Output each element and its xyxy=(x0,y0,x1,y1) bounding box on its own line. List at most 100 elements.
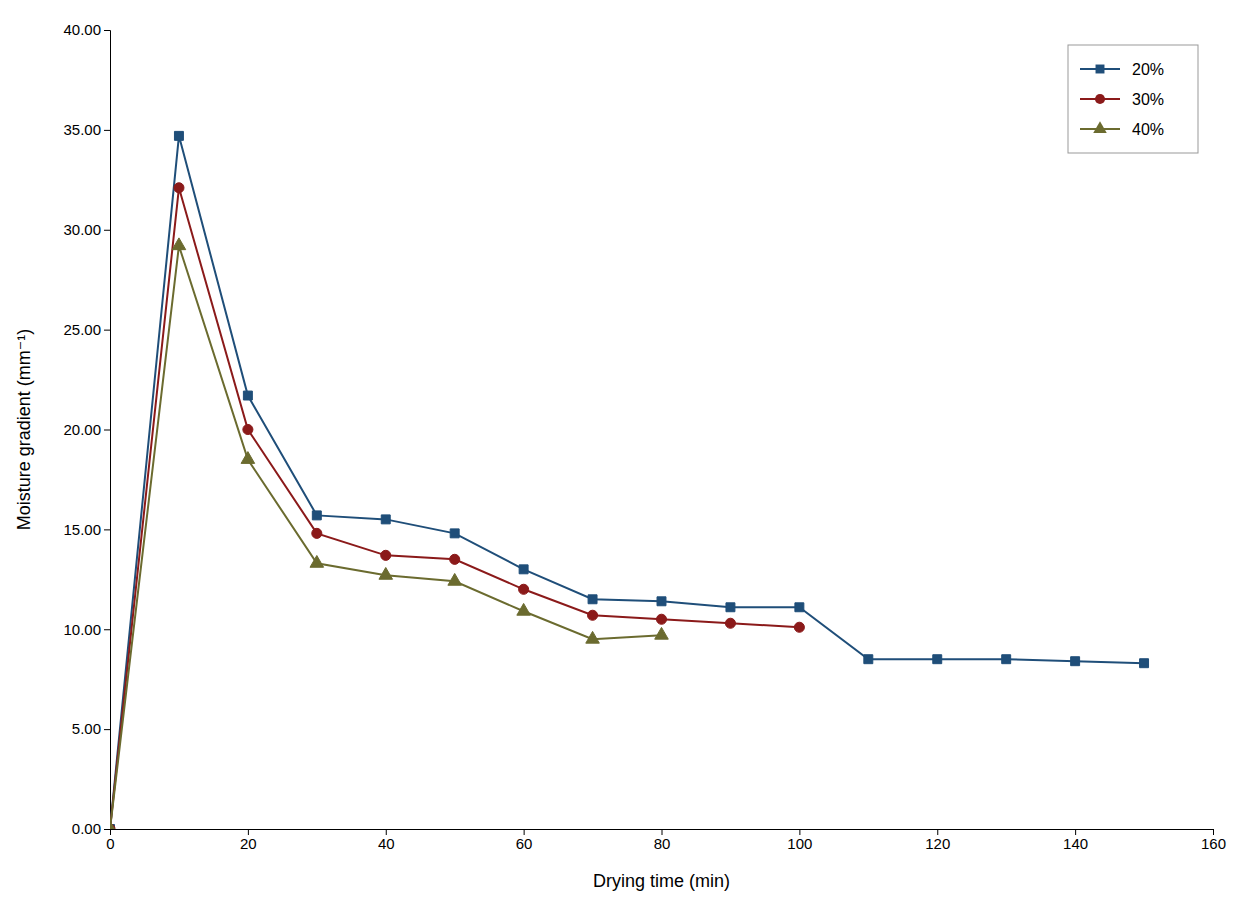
legend: 20% 30% 40% xyxy=(1068,45,1198,153)
series-line xyxy=(110,188,799,829)
marker xyxy=(243,424,253,434)
marker xyxy=(172,238,186,250)
marker xyxy=(1071,657,1080,666)
x-tick-label: 40 xyxy=(378,835,395,852)
legend-item: 30% xyxy=(1080,91,1164,108)
marker xyxy=(450,529,459,538)
y-tick-mark xyxy=(104,130,110,131)
x-tick: 160 xyxy=(1201,829,1226,852)
series xyxy=(110,183,804,829)
y-tick-label: 20.00 xyxy=(63,421,101,438)
marker xyxy=(588,610,598,620)
marker xyxy=(174,183,184,193)
y-tick: 0.00 xyxy=(72,820,110,837)
marker xyxy=(864,655,873,664)
marker xyxy=(933,655,942,664)
marker xyxy=(656,614,666,624)
y-tick-label: 15.00 xyxy=(63,521,101,538)
chart: 0 20 40 60 80 100 120 140 160 0.00 5.00 10.00 15.00 2… xyxy=(0,0,1253,909)
legend-symbol xyxy=(1096,65,1105,74)
y-tick-mark xyxy=(104,529,110,530)
y-tick-label: 0.00 xyxy=(72,820,101,837)
x-tick-label: 60 xyxy=(516,835,533,852)
marker xyxy=(381,550,391,560)
marker xyxy=(517,603,531,615)
marker xyxy=(450,554,460,564)
y-tick: 35.00 xyxy=(63,121,110,138)
y-tick-label: 10.00 xyxy=(63,621,101,638)
legend-symbol xyxy=(1095,94,1105,104)
y-tick: 15.00 xyxy=(63,521,110,538)
y-axis-line xyxy=(104,31,111,830)
marker xyxy=(312,511,321,520)
y-axis: 0.00 5.00 10.00 15.00 20.00 25.00 30.00 35.00 40… xyxy=(63,21,110,837)
marker xyxy=(588,595,597,604)
marker xyxy=(312,528,322,538)
marker xyxy=(241,452,255,464)
y-tick: 25.00 xyxy=(63,321,110,338)
marks xyxy=(110,131,1149,829)
marker xyxy=(310,555,324,567)
x-tick: 60 xyxy=(516,829,533,852)
legend-label: 20% xyxy=(1132,61,1164,78)
series xyxy=(110,131,1149,829)
x-tick-label: 20 xyxy=(240,835,257,852)
series-line xyxy=(110,136,1144,829)
x-tick-label: 0 xyxy=(106,835,114,852)
y-axis-title: Moisture gradient (mm⁻¹) xyxy=(14,329,34,531)
legend-label: 30% xyxy=(1132,91,1164,108)
marker xyxy=(795,603,804,612)
y-tick-mark xyxy=(104,430,110,431)
y-tick-label: 5.00 xyxy=(72,720,101,737)
y-tick-mark xyxy=(104,230,110,231)
y-tick-mark xyxy=(104,829,110,830)
marker xyxy=(448,573,462,585)
legend-item: 40% xyxy=(1080,121,1164,138)
marker xyxy=(657,597,666,606)
marker xyxy=(655,627,669,639)
x-tick: 0 xyxy=(106,829,114,852)
marker xyxy=(519,565,528,574)
series-line xyxy=(110,246,662,829)
y-tick-label: 25.00 xyxy=(63,321,101,338)
legend-frame xyxy=(1068,45,1198,153)
y-tick: 30.00 xyxy=(63,221,110,238)
marker xyxy=(519,584,529,594)
legend-symbol xyxy=(1093,121,1107,133)
y-tick-mark xyxy=(104,330,110,331)
x-axis: 0 20 40 60 80 100 120 140 160 xyxy=(106,829,1226,852)
plot: 0 20 40 60 80 100 120 140 160 0.00 5.00 10.00 15.00 2… xyxy=(63,21,1226,851)
series xyxy=(110,238,668,829)
x-tick: 100 xyxy=(787,829,812,852)
y-tick: 40.00 xyxy=(63,21,110,38)
marker xyxy=(110,821,117,829)
y-tick: 20.00 xyxy=(63,421,110,438)
legend-label: 40% xyxy=(1132,121,1164,138)
x-tick: 20 xyxy=(240,829,257,852)
marker xyxy=(379,567,393,579)
marker xyxy=(1140,659,1149,668)
y-tick-label: 35.00 xyxy=(63,121,101,138)
marker xyxy=(586,631,600,643)
marker xyxy=(794,622,804,632)
marker xyxy=(725,618,735,628)
x-tick-label: 160 xyxy=(1201,835,1226,852)
y-tick-mark xyxy=(104,30,110,31)
x-tick-label: 100 xyxy=(787,835,812,852)
x-tick-label: 120 xyxy=(925,835,950,852)
marker xyxy=(726,603,735,612)
x-tick: 120 xyxy=(925,829,950,852)
x-tick: 40 xyxy=(378,829,395,852)
marker xyxy=(243,391,252,400)
y-tick: 10.00 xyxy=(63,621,110,638)
x-tick: 80 xyxy=(654,829,671,852)
x-tick-label: 80 xyxy=(654,835,671,852)
y-tick-mark xyxy=(104,629,110,630)
x-axis-title: Drying time (min) xyxy=(593,871,730,891)
marker xyxy=(381,515,390,524)
marker xyxy=(174,131,183,140)
y-tick-label: 40.00 xyxy=(63,21,101,38)
legend-item: 20% xyxy=(1080,61,1164,78)
x-tick-label: 140 xyxy=(1063,835,1088,852)
x-tick: 140 xyxy=(1063,829,1088,852)
